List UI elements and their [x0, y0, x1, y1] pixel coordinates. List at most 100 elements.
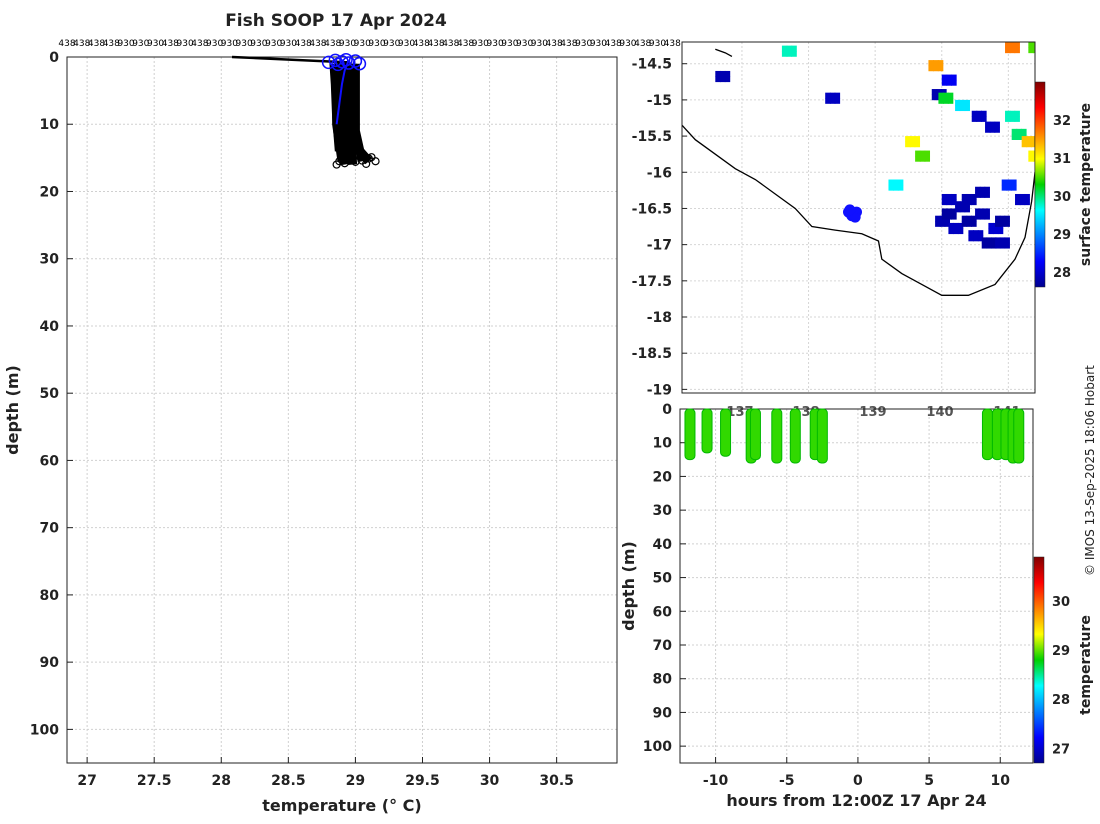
- sst-cell: [989, 121, 996, 128]
- sst-cell: [888, 179, 894, 186]
- y-tick-label: 20: [40, 184, 60, 200]
- sst-cell: [938, 98, 944, 104]
- top-cast-label: 930: [619, 39, 636, 49]
- sst-cell: [897, 184, 904, 191]
- sst-cell: [975, 213, 981, 220]
- sst-cell: [1005, 47, 1011, 54]
- map-y-tick-label: -17: [647, 238, 672, 254]
- sst-cell: [951, 199, 957, 206]
- sst-cell: [897, 179, 904, 186]
- top-cast-label: 930: [280, 39, 297, 49]
- y-tick-label: 100: [30, 722, 59, 738]
- sst-cell: [991, 237, 997, 244]
- sst-cell: [948, 222, 954, 229]
- cast-column: [701, 408, 713, 454]
- sst-cell: [1028, 155, 1034, 162]
- temp-colorbar-tick: 29: [1052, 644, 1070, 659]
- ship-track-point: [849, 211, 861, 223]
- sst-cell: [995, 215, 1001, 222]
- sst-cell: [1033, 150, 1035, 157]
- sst-cell: [984, 186, 990, 193]
- sst-cell: [1006, 184, 1012, 191]
- sst-cell: [1028, 47, 1034, 54]
- sst-cell: [905, 141, 911, 148]
- sst-cell: [994, 126, 1000, 133]
- sst-colorbar-tick: 32: [1053, 114, 1071, 129]
- sst-cell: [1024, 193, 1030, 200]
- top-cast-label: 930: [575, 39, 592, 49]
- sst-cell: [959, 206, 966, 213]
- sst-cell: [1033, 42, 1035, 48]
- sst-cell: [977, 235, 984, 242]
- sst-cell: [893, 184, 899, 191]
- top-cast-label: 930: [265, 39, 282, 49]
- sst-cell: [928, 65, 934, 72]
- cast-column: [720, 408, 732, 457]
- sst-cell: [971, 221, 977, 227]
- sst-cell: [964, 99, 970, 106]
- sst-cell: [975, 192, 981, 198]
- top-cast-label: 930: [649, 39, 666, 49]
- map-y-tick-label: -16.5: [632, 201, 672, 217]
- sst-cell: [993, 228, 999, 235]
- sst-cell: [947, 98, 954, 104]
- surface-marker: [352, 56, 367, 71]
- sst-cell: [909, 141, 916, 148]
- map-y-tick-label: -14.5: [632, 57, 672, 73]
- sst-cell: [1006, 179, 1012, 186]
- sst-colorbar-label: surface temperature: [1078, 103, 1094, 266]
- top-cast-label: 438: [413, 39, 430, 49]
- sst-cell: [834, 98, 841, 104]
- sst-cell: [964, 206, 970, 213]
- sst-colorbar-tick: 30: [1053, 190, 1071, 205]
- sst-cell: [1026, 136, 1032, 142]
- map-panel: -14.5 -15 -15.5 -16 -16.5 -17 -17.5 -18 -18.5 -19…: [632, 41, 1094, 398]
- sst-cell: [986, 237, 992, 244]
- sst-cell: [995, 221, 1001, 227]
- cast-column: [816, 408, 828, 464]
- profile-line-black: [348, 63, 373, 165]
- time-x-tick-label: 0: [853, 773, 863, 789]
- sst-cell: [971, 116, 978, 122]
- top-cast-label: 438: [58, 39, 75, 49]
- sst-cell: [1033, 155, 1035, 162]
- bottom-marker: [348, 155, 357, 164]
- sst-cell: [981, 110, 987, 117]
- sst-cell: [941, 213, 948, 220]
- top-cast-label: 438: [605, 39, 622, 49]
- top-cast-label: 438: [295, 39, 312, 49]
- top-cast-label: 930: [354, 39, 371, 49]
- sst-cell: [964, 105, 970, 112]
- y-tick-label: 40: [40, 319, 60, 335]
- time-x-tick-label: 10: [991, 773, 1011, 789]
- top-cast-label: 930: [487, 39, 504, 49]
- sst-cell: [924, 155, 931, 162]
- sst-cell: [959, 99, 966, 106]
- sst-cell: [893, 179, 899, 186]
- sst-cell: [999, 237, 1006, 244]
- sst-cell: [829, 98, 836, 104]
- sst-cell: [724, 76, 731, 83]
- sst-cell: [724, 70, 731, 77]
- time-x-tick-label: -10: [703, 773, 729, 789]
- bottom-marker: [344, 152, 353, 161]
- map-y-tick-label: -15.5: [632, 129, 672, 145]
- y-tick-label: 50: [40, 386, 60, 402]
- sst-cell: [931, 89, 938, 95]
- x-axis-label: temperature (° C): [262, 796, 421, 815]
- sst-cell: [955, 99, 961, 106]
- sst-cell: [1001, 179, 1008, 186]
- time-y-tick-label: 0: [662, 402, 672, 418]
- sst-cell: [988, 222, 994, 229]
- sst-cell: [1038, 47, 1043, 53]
- sst-cell: [786, 50, 793, 57]
- sst-cell: [975, 208, 981, 215]
- sst-cell: [1038, 42, 1043, 48]
- map-y-tick-label: -15: [647, 93, 672, 109]
- sst-cell: [979, 208, 986, 215]
- map-y-tick-label: -18.5: [632, 346, 672, 362]
- sst-cell: [973, 230, 979, 236]
- top-cast-label: 930: [339, 39, 356, 49]
- sst-cell: [915, 150, 921, 157]
- top-cast-label: 438: [664, 39, 681, 49]
